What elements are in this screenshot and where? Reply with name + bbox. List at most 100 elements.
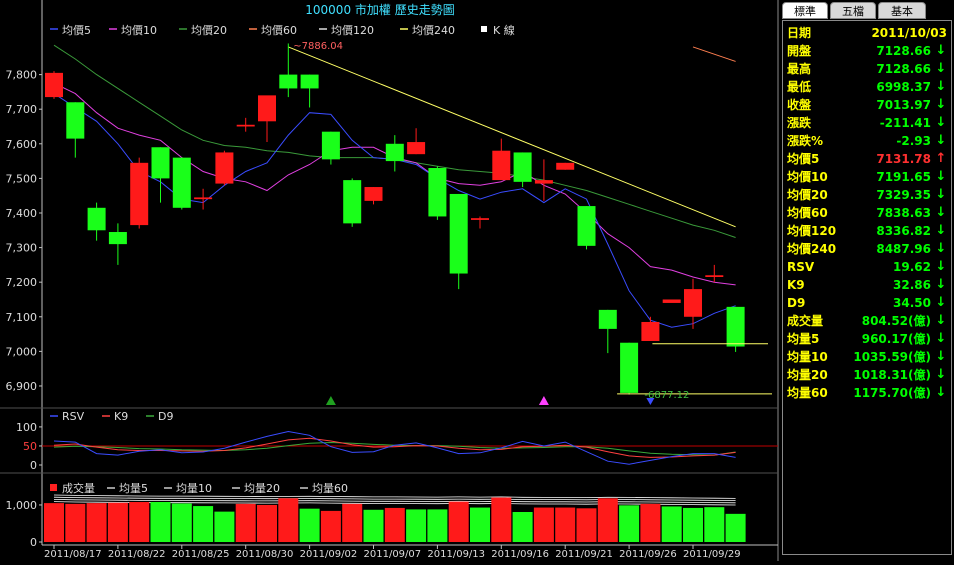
- avg-volume-line: [53, 499, 736, 504]
- candle-body: [492, 150, 511, 181]
- legend-label: 均價20: [191, 23, 227, 37]
- info-row: 最低 6998.37 ↓: [787, 78, 947, 96]
- info-row: 均價120 8336.82 ↓: [787, 222, 947, 240]
- info-row: 均價20 7329.35 ↓: [787, 186, 947, 204]
- candle-body: [726, 306, 745, 347]
- candle-body: [449, 193, 468, 274]
- candle-body: [598, 309, 617, 329]
- x-tick-label: 2011/09/07: [364, 549, 422, 560]
- x-tick-label: 2011/09/02: [300, 549, 358, 560]
- candle-body: [258, 95, 276, 122]
- volume-bar: [683, 507, 703, 542]
- volume-bar: [235, 503, 256, 542]
- volume-bar: [406, 509, 427, 542]
- volume-bar: [640, 503, 661, 542]
- d9-line: [53, 441, 736, 456]
- info-label: 日期: [787, 26, 812, 40]
- volume-bar: [107, 502, 128, 542]
- vol-tick-label: 1,000: [6, 499, 38, 512]
- candle-body: [513, 152, 532, 182]
- info-row: 均價5 7131.78 ↑: [787, 150, 947, 168]
- x-tick-label: 2011/09/29: [683, 549, 741, 560]
- y-tick-label: 7,100: [6, 311, 38, 324]
- candle-body: [407, 142, 426, 155]
- info-label: 均價120: [787, 224, 837, 238]
- x-tick-label: 2011/08/25: [172, 549, 230, 560]
- ma5-line: [53, 93, 736, 328]
- info-row: 最高 7128.66 ↓: [787, 60, 947, 78]
- candle-body: [364, 187, 383, 201]
- info-value: 7128.66: [876, 62, 931, 76]
- legend-label: 均價5: [62, 23, 91, 37]
- info-row: K9 32.86 ↓: [787, 276, 947, 294]
- volume-bar: [384, 507, 405, 542]
- info-value: 804.52(億): [861, 314, 931, 328]
- candle-body: [705, 275, 724, 277]
- legend-label: 均價240: [412, 23, 455, 37]
- info-label: 均價60: [787, 206, 828, 220]
- arrow-down-icon: ↓: [935, 133, 947, 148]
- x-tick-label: 2011/08/30: [236, 549, 294, 560]
- info-value: 2011/10/03: [871, 26, 947, 40]
- x-tick-label: 2011/09/13: [427, 549, 485, 560]
- legend-label: 均價10: [121, 23, 157, 37]
- info-value: 7128.66: [876, 44, 931, 58]
- info-row: D9 34.50 ↓: [787, 294, 947, 312]
- candle-body: [66, 102, 85, 139]
- info-row: 開盤 7128.66 ↓: [787, 42, 947, 60]
- info-label: 均量60: [787, 386, 828, 400]
- info-value: 1018.31(億): [853, 368, 931, 382]
- volume-bar: [257, 504, 277, 542]
- candle-body: [108, 232, 127, 245]
- tab-basic[interactable]: 基本: [878, 2, 926, 19]
- rsv-line: [53, 430, 736, 465]
- volume-bar: [619, 505, 640, 542]
- arrow-down-icon: ↓: [935, 259, 947, 274]
- legend-label: K 線: [493, 23, 515, 37]
- volume-bar: [491, 497, 512, 542]
- volume-bar: [363, 509, 384, 542]
- volume-bar: [65, 503, 86, 542]
- info-label: 最高: [787, 62, 812, 76]
- arrow-down-icon: ↓: [935, 43, 947, 58]
- volume-bar: [555, 507, 576, 542]
- avg-volume-line: [53, 494, 736, 499]
- volume-bar: [129, 502, 150, 542]
- volume-bar: [576, 508, 597, 542]
- arrow-down-icon: ↓: [935, 115, 947, 130]
- legend-label: 均量5: [119, 482, 148, 495]
- candle-body: [428, 168, 447, 217]
- info-value: 34.50: [893, 296, 931, 310]
- volume-bar: [44, 503, 64, 542]
- info-value: -2.93: [896, 134, 931, 148]
- info-row: 均量20 1018.31(億) ↓: [787, 366, 947, 384]
- x-tick-label: 2011/09/16: [491, 549, 549, 560]
- info-label: 漲跌%: [787, 134, 824, 148]
- arrow-down-icon: ↓: [935, 223, 947, 238]
- info-value: 32.86: [893, 278, 931, 292]
- candle-body: [236, 124, 255, 127]
- candle-body: [684, 289, 702, 317]
- volume-bar: [512, 512, 533, 542]
- info-row: 均價10 7191.65 ↓: [787, 168, 947, 186]
- volume-bar: [597, 498, 618, 542]
- info-value: 7131.78: [876, 152, 931, 166]
- candle-body: [300, 74, 319, 89]
- tab-five-levels[interactable]: 五檔: [830, 2, 876, 19]
- y-tick-label: 7,300: [6, 242, 38, 255]
- tab-standard[interactable]: 標準: [782, 2, 828, 19]
- info-row: 日期 2011/10/03: [787, 24, 947, 42]
- legend-label: 均價60: [261, 23, 297, 37]
- info-label: 均量5: [787, 332, 820, 346]
- info-value: 960.17(億): [861, 332, 931, 346]
- candle-body: [385, 143, 404, 162]
- info-row: 均價240 8487.96 ↓: [787, 240, 947, 258]
- legend-label: 均量60: [312, 482, 348, 495]
- info-value: 8487.96: [876, 242, 931, 256]
- info-label: 開盤: [787, 44, 812, 58]
- legend-label: 成交量: [62, 481, 95, 495]
- arrow-down-icon: ↓: [935, 79, 947, 94]
- high-annotation: ~7886.04: [293, 41, 343, 52]
- kd-tick-label: 50: [23, 440, 37, 453]
